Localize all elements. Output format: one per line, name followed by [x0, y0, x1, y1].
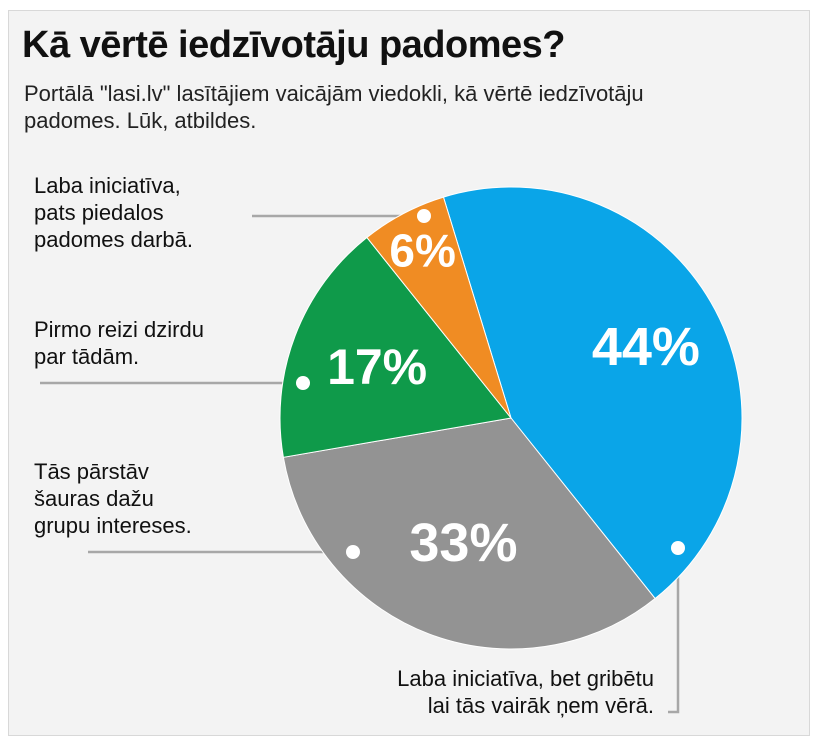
leader-line-want-more-weight	[668, 548, 680, 714]
slice-active-participant	[366, 196, 512, 419]
page-subtitle: Portālā "lasi.lv" lasītājiem vaicājām vi…	[24, 81, 644, 133]
pct-label: 6%	[389, 224, 455, 276]
label-line: padomes darbā.	[34, 227, 193, 252]
leader-dot	[417, 209, 431, 223]
label-first-time: Pirmo reizi dzirdu par tādām.	[34, 316, 254, 370]
slice-narrow-interests	[282, 417, 656, 650]
leader-dot	[296, 376, 310, 390]
label-line: Pirmo reizi dzirdu	[34, 317, 204, 342]
pct-label: 17%	[327, 339, 427, 395]
label-want-more-weight: Laba iniciatīva, bet gribētu lai tās vai…	[254, 665, 654, 719]
leader-dot	[671, 541, 685, 555]
label-line: lai tās vairāk ņem vērā.	[427, 693, 654, 718]
label-line: par tādām.	[34, 344, 140, 369]
slice-want-more-weight	[442, 186, 743, 600]
page-title: Kā vērtē iedzīvotāju padomes?	[22, 24, 566, 66]
leader-dot	[346, 545, 360, 559]
label-line: grupu intereses.	[34, 513, 192, 538]
pct-label: 33%	[409, 513, 517, 573]
label-line: Tās pārstāv	[34, 459, 149, 484]
label-narrow-interests: Tās pārstāv šauras dažu grupu intereses.	[34, 458, 264, 539]
label-line: šauras dažu	[34, 486, 154, 511]
pct-label: 44%	[592, 317, 700, 377]
label-line: pats piedalos	[34, 200, 164, 225]
slice-first-time	[279, 236, 512, 458]
label-line: Laba iniciatīva,	[34, 173, 181, 198]
label-active-participant: Laba iniciatīva, pats piedalos padomes d…	[34, 172, 244, 253]
label-line: Laba iniciatīva, bet gribētu	[397, 666, 654, 691]
